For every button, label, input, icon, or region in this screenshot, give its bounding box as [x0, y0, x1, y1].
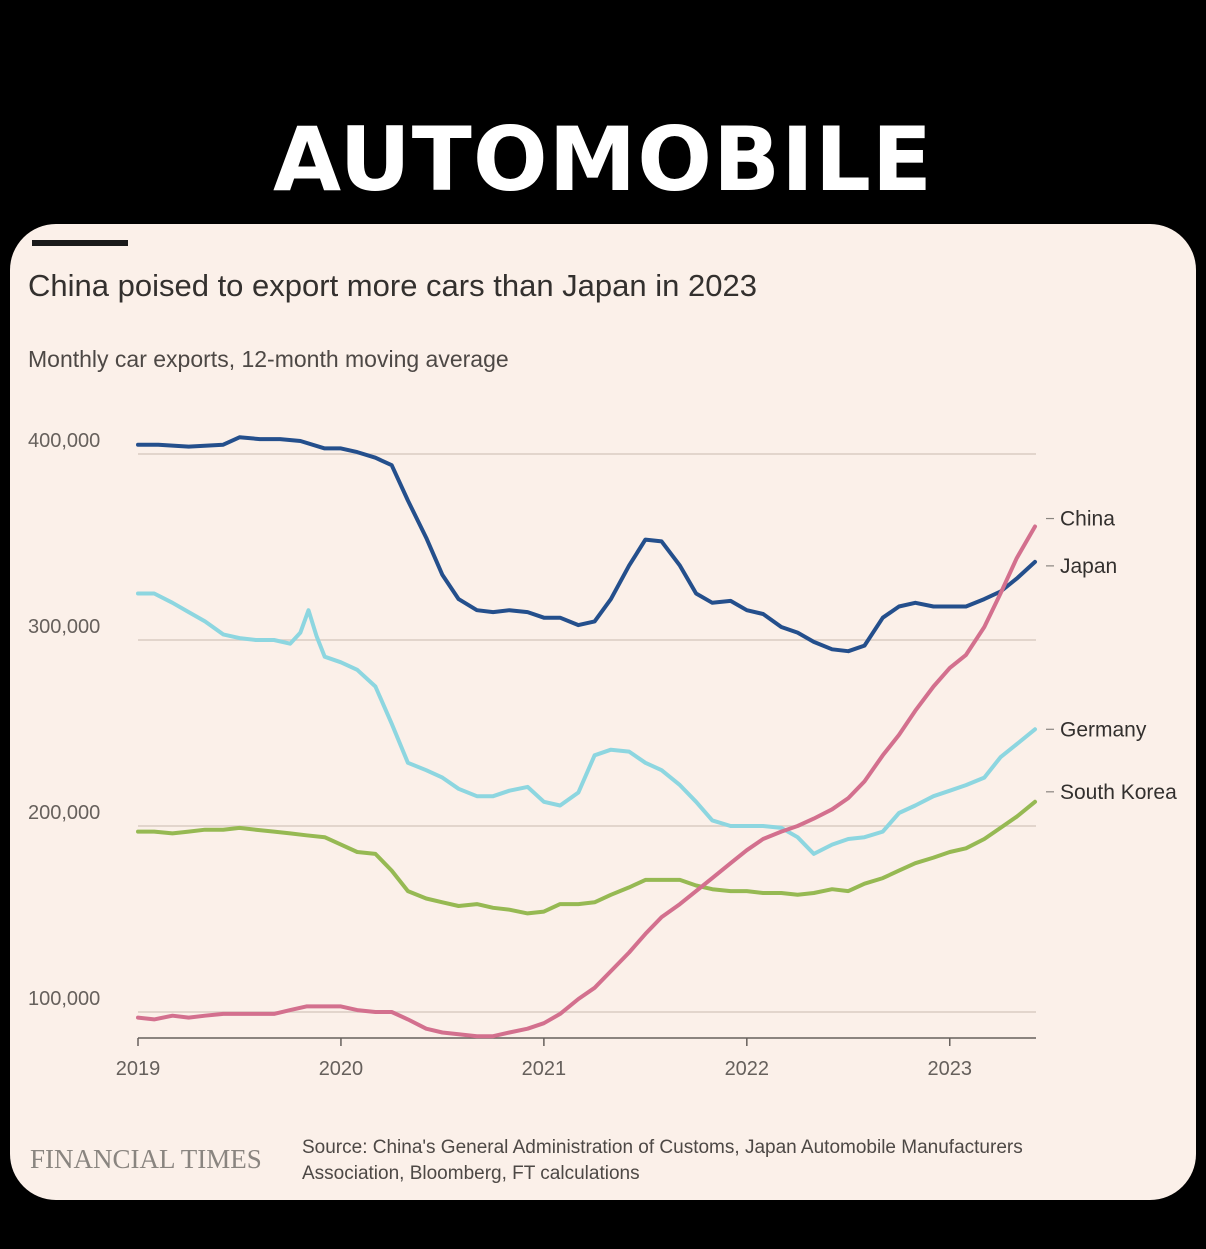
y-tick-label: 200,000 [28, 802, 100, 824]
series-line-japan [136, 435, 1037, 654]
series-line-germany [136, 591, 1037, 856]
x-tick-label: 2021 [522, 1058, 567, 1080]
source-line-2: Association, Bloomberg, FT calculations [302, 1163, 640, 1184]
series-label-germany: Germany [1060, 718, 1147, 741]
series-lines [136, 435, 1037, 1039]
line-chart: 100,000 200,000 300,000 400,000 2019 2020 202… [28, 430, 1177, 1080]
x-tick-label: 2022 [725, 1058, 770, 1080]
series-label-south-korea: South Korea [1060, 781, 1177, 804]
x-tick-label: 2023 [928, 1058, 973, 1080]
x-tick-label: 2020 [319, 1058, 364, 1080]
source-note: Source: China's General Administration o… [302, 1135, 1162, 1187]
x-axis: 2019 2020 2021 2022 2023 [116, 1037, 1036, 1080]
series-labels: Japan Germany South Korea China [1046, 508, 1177, 804]
accent-bar [32, 240, 128, 246]
y-tick-label: 300,000 [28, 616, 100, 638]
chart-card: China poised to export more cars than Ja… [10, 224, 1196, 1200]
series-line-south-korea [136, 799, 1037, 916]
ft-logo: FINANCIAL TIMES [30, 1144, 262, 1174]
source-line-1: Source: China's General Administration o… [302, 1137, 1023, 1158]
series-label-japan: Japan [1060, 555, 1117, 578]
headline: AUTOMOBILE [272, 108, 934, 211]
series-label-china: China [1060, 508, 1115, 531]
series-line-china [136, 524, 1037, 1039]
y-axis-ticks: 100,000 200,000 300,000 400,000 [28, 430, 100, 1010]
y-tick-label: 400,000 [28, 430, 100, 452]
y-tick-label: 100,000 [28, 988, 100, 1010]
x-tick-label: 2019 [116, 1058, 161, 1080]
chart-subtitle: Monthly car exports, 12-month moving ave… [28, 346, 509, 372]
chart-title: China poised to export more cars than Ja… [28, 268, 757, 303]
